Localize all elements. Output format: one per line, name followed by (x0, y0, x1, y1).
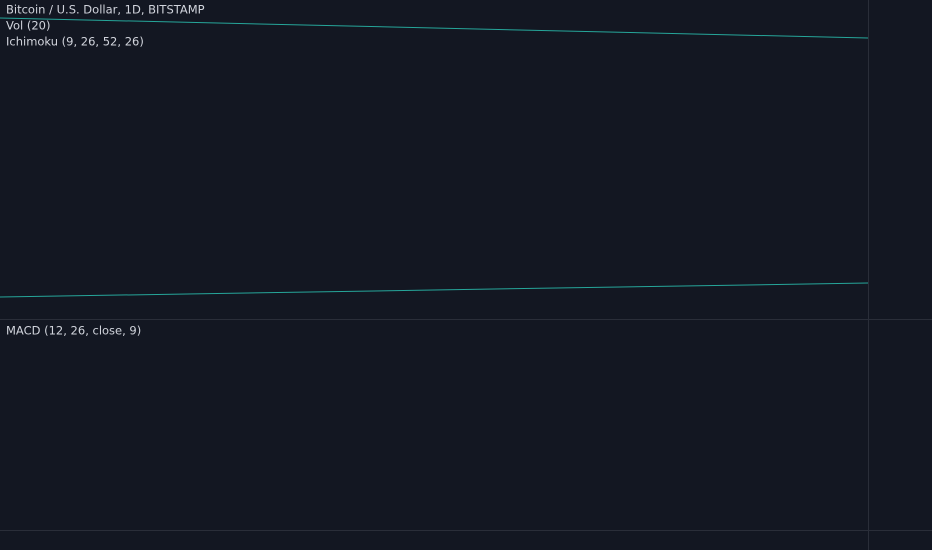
macd-legend: MACD (12, 26, close, 9) (6, 324, 141, 338)
trend-line (0, 17, 869, 39)
symbol-title: Bitcoin / U.S. Dollar, 1D, BITSTAMP (6, 3, 205, 17)
volume-legend: Vol (20) (6, 19, 50, 33)
ichimoku-legend: Ichimoku (9, 26, 52, 26) (6, 35, 144, 49)
trend-line (0, 282, 869, 298)
